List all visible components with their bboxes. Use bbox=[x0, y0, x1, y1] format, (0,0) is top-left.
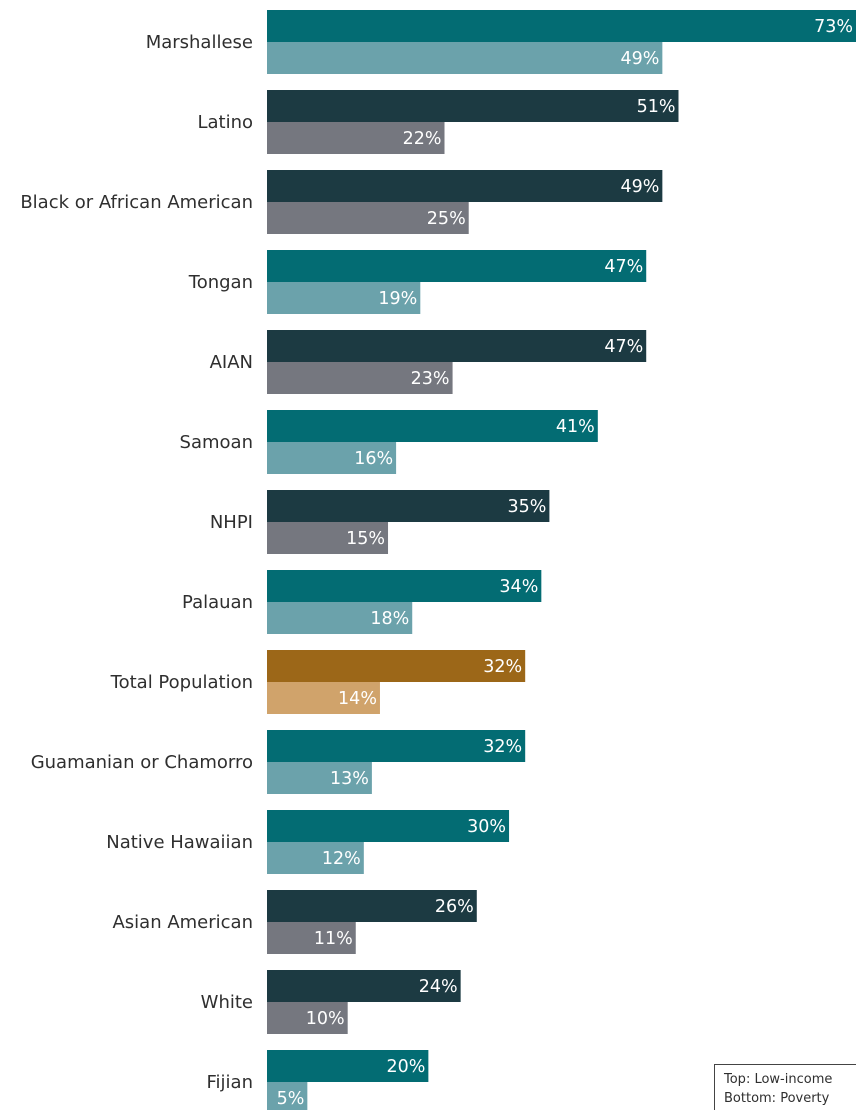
category-label-aian: AIAN bbox=[210, 352, 253, 373]
value-label-low-income-guamanian-or-chamorro: 32% bbox=[483, 737, 522, 757]
category-label-asian-american: Asian American bbox=[112, 912, 253, 933]
bar-low-income-aian bbox=[267, 330, 647, 362]
value-label-low-income-aian: 47% bbox=[604, 337, 643, 357]
category-label-fijian: Fijian bbox=[207, 1072, 254, 1093]
bar-poverty-samoan bbox=[267, 442, 397, 474]
value-label-poverty-latino: 22% bbox=[403, 129, 442, 149]
legend: Top: Low-income Bottom: Poverty bbox=[714, 1064, 856, 1110]
value-label-poverty-asian-american: 11% bbox=[314, 929, 353, 949]
bar-poverty-white bbox=[267, 1002, 348, 1034]
value-label-poverty-tongan: 19% bbox=[378, 289, 417, 309]
legend-top-entry: Top: Low-income bbox=[724, 1072, 833, 1087]
bar-low-income-fijian bbox=[267, 1050, 429, 1082]
bar-poverty-nhpi bbox=[267, 522, 389, 554]
bar-low-income-palauan bbox=[267, 570, 542, 602]
value-label-low-income-marshallese: 73% bbox=[814, 17, 853, 37]
category-label-native-hawaiian: Native Hawaiian bbox=[106, 832, 253, 853]
value-label-low-income-white: 24% bbox=[419, 977, 458, 997]
bar-poverty-native-hawaiian bbox=[267, 842, 364, 874]
bar-poverty-aian bbox=[267, 362, 453, 394]
bar-low-income-guamanian-or-chamorro bbox=[267, 730, 526, 762]
category-label-samoan: Samoan bbox=[180, 432, 253, 453]
value-label-low-income-total-population: 32% bbox=[483, 657, 522, 677]
value-label-poverty-black-or-african-american: 25% bbox=[427, 209, 466, 229]
value-label-poverty-native-hawaiian: 12% bbox=[322, 849, 361, 869]
value-label-poverty-samoan: 16% bbox=[354, 449, 393, 469]
value-label-low-income-fijian: 20% bbox=[386, 1057, 425, 1077]
value-label-low-income-samoan: 41% bbox=[556, 417, 595, 437]
value-label-poverty-marshallese: 49% bbox=[620, 49, 659, 69]
value-label-poverty-aian: 23% bbox=[411, 369, 450, 389]
bar-poverty-total-population bbox=[267, 682, 380, 714]
category-label-total-population: Total Population bbox=[110, 672, 253, 693]
bar-low-income-asian-american bbox=[267, 890, 477, 922]
category-label-white: White bbox=[201, 992, 253, 1013]
value-label-poverty-guamanian-or-chamorro: 13% bbox=[330, 769, 369, 789]
bar-poverty-asian-american bbox=[267, 922, 356, 954]
value-label-low-income-latino: 51% bbox=[637, 97, 676, 117]
bar-low-income-native-hawaiian bbox=[267, 810, 510, 842]
category-label-latino: Latino bbox=[197, 112, 253, 133]
value-label-low-income-black-or-african-american: 49% bbox=[620, 177, 659, 197]
bar-poverty-guamanian-or-chamorro bbox=[267, 762, 372, 794]
value-label-low-income-nhpi: 35% bbox=[507, 497, 546, 517]
value-label-low-income-tongan: 47% bbox=[604, 257, 643, 277]
value-label-low-income-palauan: 34% bbox=[499, 577, 538, 597]
bar-low-income-samoan bbox=[267, 410, 598, 442]
category-label-marshallese: Marshallese bbox=[146, 32, 253, 53]
value-label-low-income-asian-american: 26% bbox=[435, 897, 474, 917]
bar-low-income-marshallese bbox=[267, 10, 856, 42]
bar-poverty-black-or-african-american bbox=[267, 202, 469, 234]
category-label-palauan: Palauan bbox=[182, 592, 253, 613]
bar-low-income-latino bbox=[267, 90, 679, 122]
value-label-poverty-fijian: 5% bbox=[277, 1089, 305, 1109]
category-label-nhpi: NHPI bbox=[210, 512, 253, 533]
value-label-poverty-palauan: 18% bbox=[370, 609, 409, 629]
bar-poverty-latino bbox=[267, 122, 445, 154]
legend-bottom-entry: Bottom: Poverty bbox=[724, 1091, 830, 1106]
bar-poverty-fijian bbox=[267, 1082, 308, 1110]
bar-poverty-tongan bbox=[267, 282, 421, 314]
bar-low-income-total-population bbox=[267, 650, 526, 682]
bar-poverty-palauan bbox=[267, 602, 413, 634]
value-label-poverty-nhpi: 15% bbox=[346, 529, 385, 549]
bar-low-income-white bbox=[267, 970, 461, 1002]
category-label-guamanian-or-chamorro: Guamanian or Chamorro bbox=[31, 752, 253, 773]
value-label-poverty-white: 10% bbox=[306, 1009, 345, 1029]
category-label-black-or-african-american: Black or African American bbox=[20, 192, 253, 213]
bar-low-income-black-or-african-american bbox=[267, 170, 663, 202]
value-label-low-income-native-hawaiian: 30% bbox=[467, 817, 506, 837]
bar-poverty-marshallese bbox=[267, 42, 663, 74]
bar-low-income-nhpi bbox=[267, 490, 550, 522]
bar-low-income-tongan bbox=[267, 250, 647, 282]
value-label-poverty-total-population: 14% bbox=[338, 689, 377, 709]
category-label-tongan: Tongan bbox=[188, 272, 253, 293]
